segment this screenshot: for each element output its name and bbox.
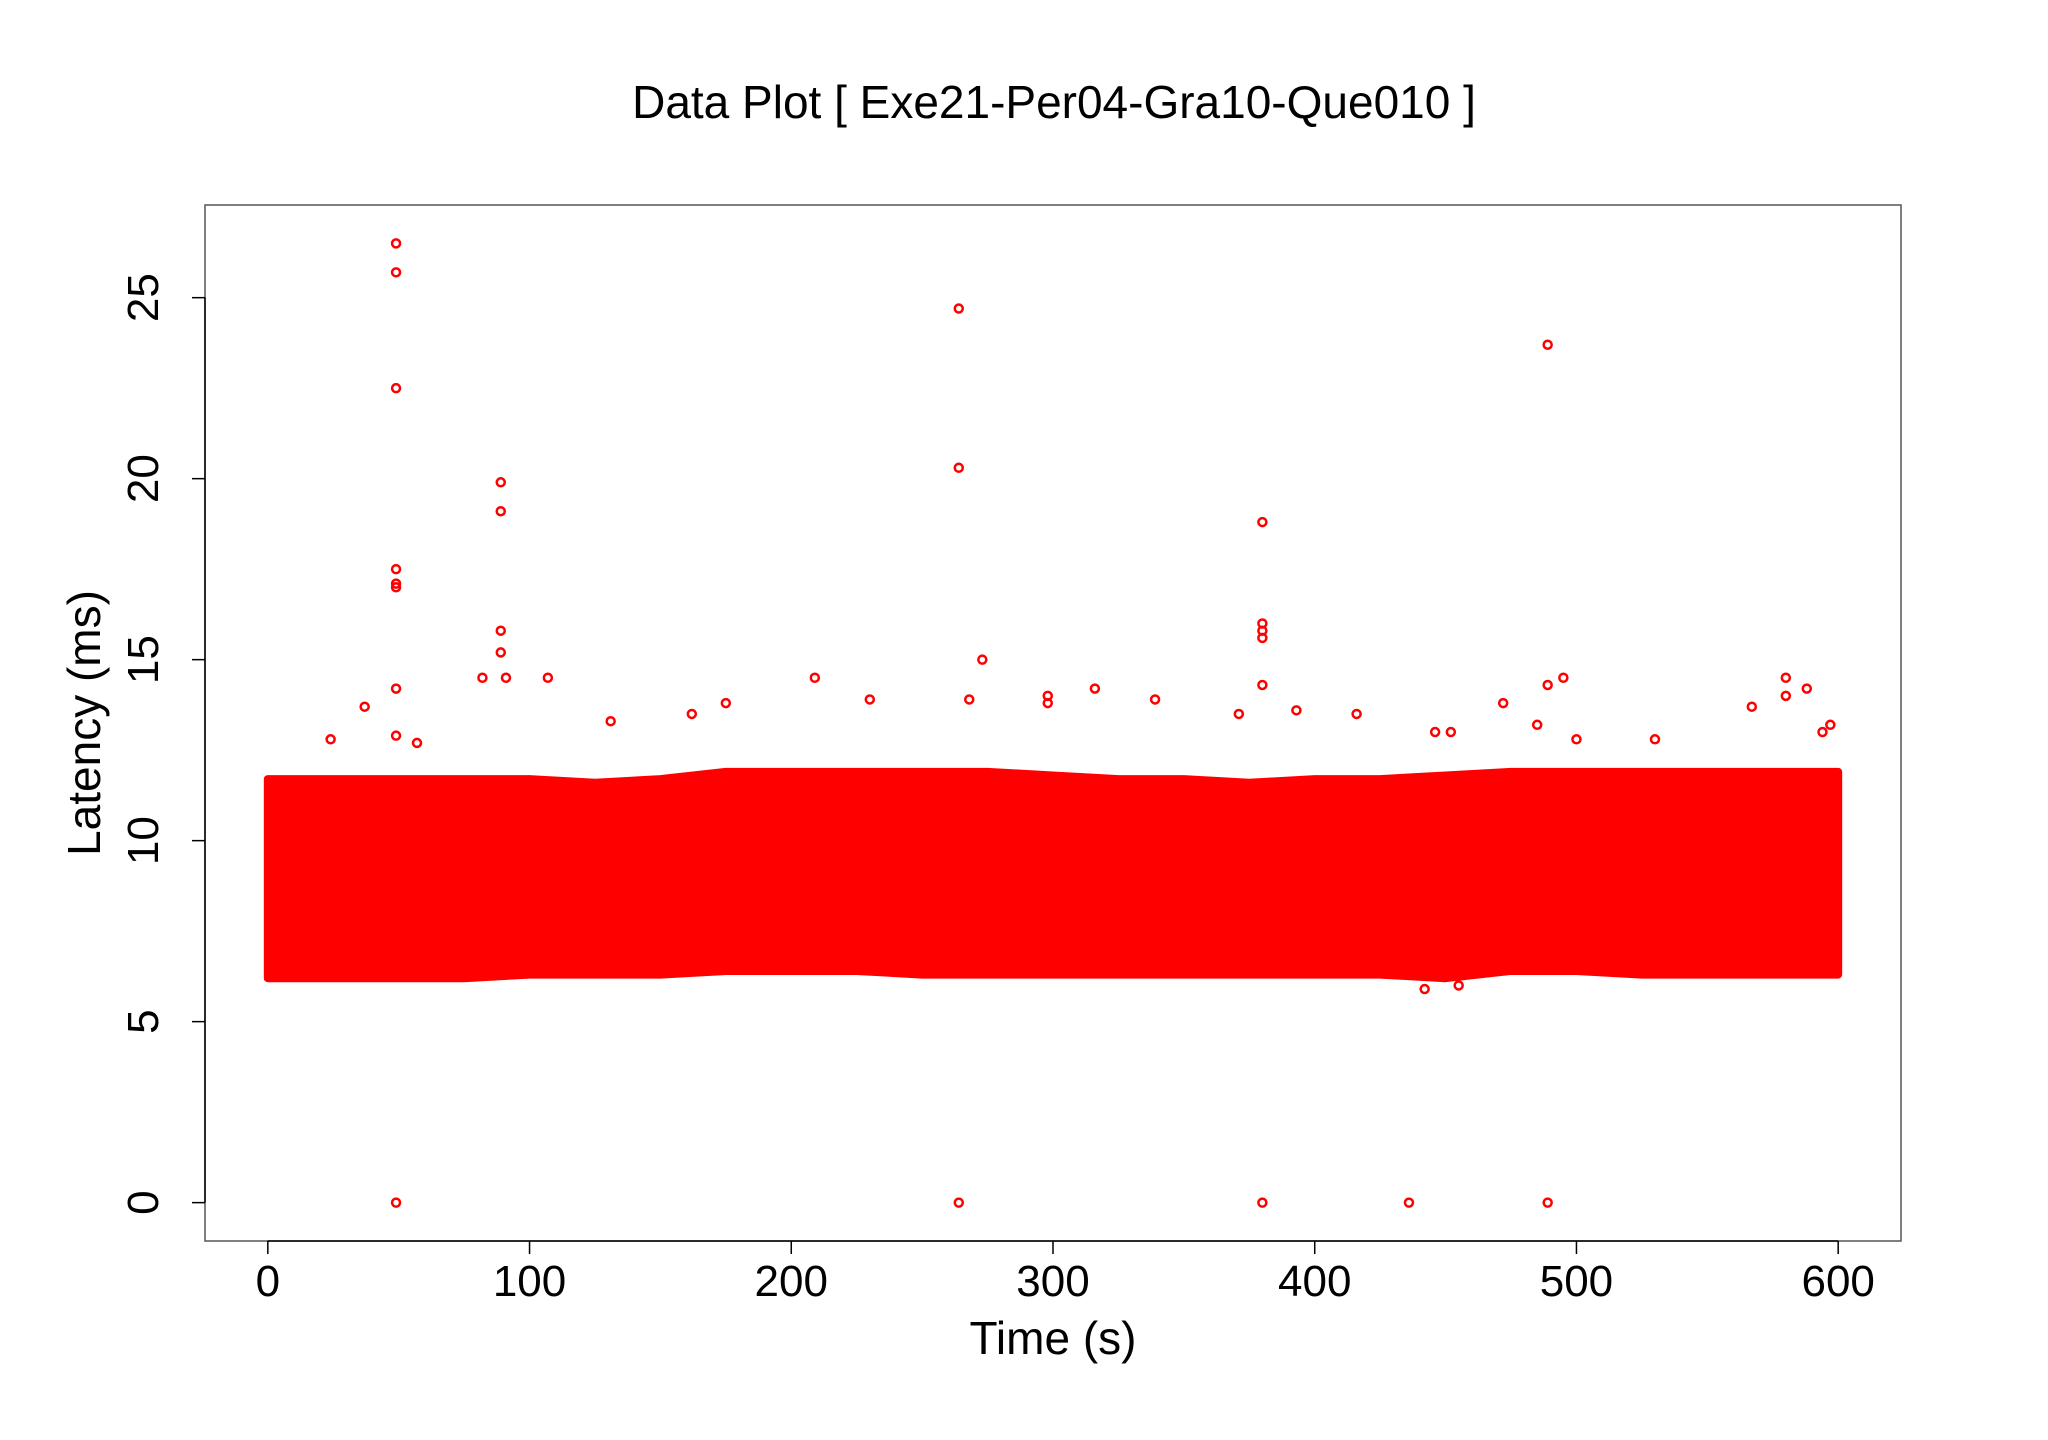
point (1558, 672, 1569, 684)
point (495, 505, 507, 517)
point (390, 578, 402, 589)
point (477, 672, 488, 684)
point (1453, 980, 1464, 991)
point (390, 1197, 402, 1208)
point (977, 654, 988, 665)
y-tick-label: 10 (119, 816, 168, 865)
point (1542, 1197, 1553, 1208)
point (1542, 339, 1553, 350)
x-tick-label: 200 (755, 1257, 828, 1306)
point (686, 708, 698, 720)
point (411, 737, 423, 749)
point (1649, 734, 1661, 745)
point (495, 625, 507, 636)
point (1291, 705, 1302, 716)
point (1746, 701, 1758, 712)
point (1089, 683, 1101, 694)
point (1257, 632, 1268, 644)
point (1817, 726, 1828, 738)
point (1351, 708, 1362, 720)
point (390, 238, 402, 249)
point (390, 730, 402, 741)
point (953, 303, 965, 314)
point (1497, 697, 1509, 709)
x-tick-label: 600 (1801, 1257, 1874, 1306)
y-tick-label: 15 (119, 635, 168, 684)
point (1419, 983, 1430, 995)
point (325, 734, 336, 745)
point (1801, 683, 1813, 694)
point (720, 697, 732, 709)
point (390, 563, 402, 575)
point (500, 672, 512, 684)
x-tick-label: 400 (1278, 1257, 1351, 1306)
x-tick-label: 300 (1016, 1257, 1089, 1306)
point (359, 701, 370, 712)
y-tick-label: 25 (119, 273, 168, 322)
point (1445, 726, 1457, 738)
point (953, 1197, 965, 1208)
point (1257, 1197, 1268, 1208)
point (1042, 697, 1054, 709)
point (1257, 679, 1268, 691)
point (809, 672, 821, 684)
point (864, 694, 876, 705)
point (1825, 719, 1836, 731)
point (1233, 708, 1245, 720)
point (1780, 672, 1792, 684)
x-tick-label: 500 (1540, 1257, 1613, 1306)
point (953, 462, 965, 474)
point (1571, 734, 1582, 745)
point (495, 647, 507, 658)
chart-title: Data Plot [ Exe21-Per04-Gra10-Que010 ] (632, 76, 1476, 128)
point (390, 382, 402, 394)
point (390, 683, 402, 694)
point (390, 267, 402, 278)
point (1531, 719, 1543, 731)
x-axis-label: Time (s) (970, 1312, 1137, 1364)
point (1780, 690, 1792, 702)
point (495, 477, 507, 488)
point (390, 582, 402, 593)
point (605, 715, 616, 727)
plot-frame (204, 204, 1902, 1242)
x-tick-label: 100 (493, 1257, 566, 1306)
point (1149, 694, 1161, 705)
y-axis-label: Latency (ms) (58, 590, 110, 856)
point (1403, 1197, 1415, 1208)
point (1429, 726, 1441, 738)
y-tick-label: 20 (119, 454, 168, 503)
point (963, 694, 975, 705)
y-tick-label: 0 (119, 1190, 168, 1214)
dense-band (263, 767, 1843, 983)
point (1542, 679, 1553, 691)
point (1257, 516, 1268, 528)
x-tick-label: 0 (256, 1257, 280, 1306)
y-tick-label: 5 (119, 1009, 168, 1033)
point (542, 672, 554, 684)
